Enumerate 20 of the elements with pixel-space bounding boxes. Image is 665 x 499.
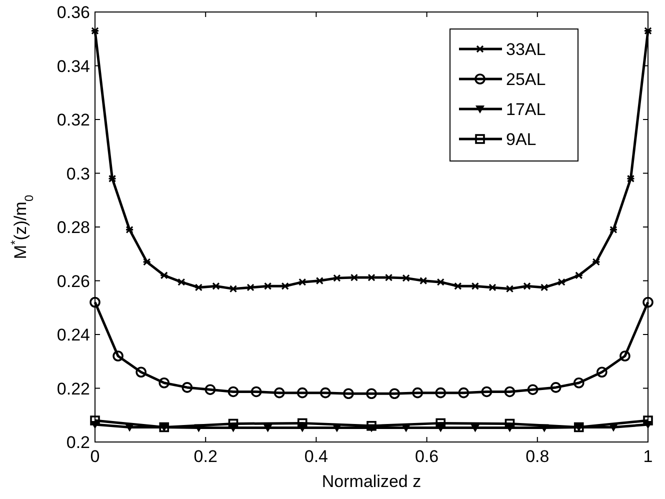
x-tick-label: 0.2 (194, 447, 218, 466)
y-tick-label: 0.2 (66, 433, 90, 452)
legend-label: 25AL (506, 70, 546, 89)
legend-label: 9AL (506, 130, 536, 149)
x-tick-label: 0.4 (304, 447, 328, 466)
y-tick-label: 0.34 (56, 56, 90, 76)
y-tick-label: 0.22 (56, 379, 90, 398)
x-tick-label: 1 (643, 447, 653, 466)
x-tick-label: 0 (90, 447, 100, 466)
legend-label: 17AL (506, 100, 546, 119)
x-tick-label: 0.8 (526, 447, 550, 466)
y-tick-label: 0.26 (56, 272, 90, 291)
legend-label: 33AL (506, 40, 546, 59)
y-tick-label: 0.3 (66, 164, 90, 184)
y-tick-label: 0.36 (56, 3, 90, 22)
y-tick-label: 0.32 (56, 110, 90, 130)
y-tick-label: 0.28 (56, 218, 90, 237)
x-tick-label: 0.6 (414, 447, 439, 466)
x-axis-title: Normalized z (322, 472, 422, 491)
y-tick-label: 0.24 (56, 326, 90, 344)
